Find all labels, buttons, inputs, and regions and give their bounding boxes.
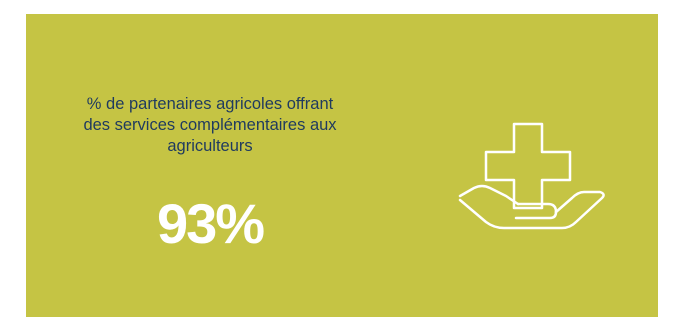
stat-value: 93%: [156, 192, 265, 255]
stat-card: % de partenaires agricoles offrant des s…: [26, 14, 658, 317]
stat-label-line-1: % de partenaires agricoles offrant: [86, 95, 334, 113]
hand-holding-medical-cross-icon: [458, 122, 605, 230]
stat-label: % de partenaires agricoles offrant des s…: [60, 94, 360, 157]
stat-label-line-2: des services complémentaires aux: [83, 116, 337, 134]
stat-label-line-3: agriculteurs: [167, 137, 253, 155]
